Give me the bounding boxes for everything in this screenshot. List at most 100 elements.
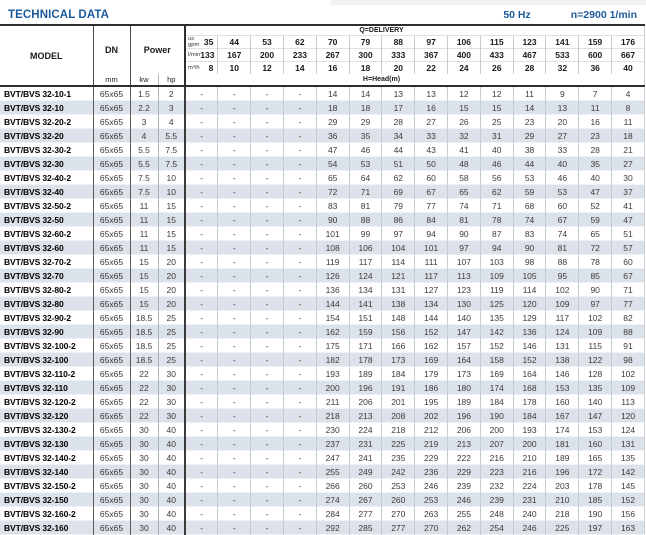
dn-cell: 65x65	[92, 128, 130, 143]
head-value-cell: 186	[414, 380, 448, 395]
head-value-cell: 77	[414, 198, 448, 213]
table-row: BVT/BVS 32-10 65x65 2.2 3- - - -18 18 17 16 15 15 14…	[0, 100, 645, 115]
head-value-cell: 117	[414, 268, 448, 283]
head-value-cell: 230	[315, 422, 350, 437]
head-value-cell: 189	[545, 450, 579, 465]
head-value-cell: 159	[348, 324, 382, 339]
dn-cell: 65x65	[92, 254, 130, 269]
head-value-cell: 60	[414, 170, 448, 185]
head-value-cell: 54	[315, 156, 350, 171]
head-value-cell: 254	[479, 520, 514, 535]
head-value-cell: -	[184, 506, 218, 521]
table-header: MODEL DN Power Q=DELIVERY us gpm 35 44 53 62 7…	[0, 25, 645, 87]
dn-cell: 65x65	[92, 156, 130, 171]
head-value-cell: 189	[348, 366, 382, 381]
delivery-value: 115	[479, 34, 514, 49]
head-value-cell: 52	[578, 198, 612, 213]
kw-cell: 7.5	[129, 170, 158, 185]
kw-cell: 18.5	[129, 352, 158, 367]
head-value-cell: -	[184, 296, 218, 311]
unit-first-cell: m³/h 8	[184, 61, 218, 75]
head-value-cell: 142	[611, 464, 645, 479]
head-value-cell: 90	[512, 240, 546, 255]
head-value-cell: 26	[447, 114, 481, 129]
kw-cell: 11	[129, 198, 158, 213]
head-value-cell: 32	[447, 128, 481, 143]
head-value-cell: 51	[611, 226, 645, 241]
head-value-cell: 99	[348, 226, 382, 241]
head-value-cell: -	[184, 408, 218, 423]
head-value-cell: 223	[479, 464, 514, 479]
dn-cell: 65x65	[92, 408, 130, 423]
model-cell: BVT/BVS 32-120	[4, 410, 69, 421]
head-value-cell: 102	[578, 310, 612, 325]
head-value-cell: 46	[545, 170, 579, 185]
head-value-cell: 106	[348, 240, 382, 255]
model-cell: BVT/BVS 32-70	[4, 270, 64, 281]
head-value-cell: 114	[512, 282, 546, 297]
head-value-cell: -	[282, 156, 317, 171]
head-value-cell: 277	[348, 506, 382, 521]
delivery-value: 32	[545, 61, 579, 75]
head-value-cell: 94	[479, 240, 514, 255]
model-cell: BVT/BVS 32-160	[4, 522, 69, 533]
delivery-value: 18	[348, 61, 382, 75]
head-value-cell: -	[282, 86, 317, 101]
head-value-cell: 262	[447, 520, 481, 535]
head-value-cell: -	[217, 156, 251, 171]
head-value-cell: 97	[381, 226, 415, 241]
head-value-cell: -	[217, 520, 251, 535]
lmin-unit-row: l/min 133 167 200 233 267 300 333 367 400 433 467 53…	[0, 48, 645, 62]
speed-label: n=2900 1/min	[570, 9, 637, 21]
head-value-cell: 162	[315, 324, 350, 339]
head-value-cell: 224	[348, 422, 382, 437]
head-value-cell: -	[282, 422, 317, 437]
head-value-cell: -	[282, 394, 317, 409]
head-value-cell: 248	[479, 506, 514, 521]
head-value-cell: 15	[479, 100, 514, 115]
head-value-cell: -	[282, 128, 317, 143]
head-value-cell: -	[250, 380, 284, 395]
head-value-cell: 60	[545, 198, 579, 213]
table-row: BVT/BVS 32-160-2 65x65 30 40- - - -284 277 270 26…	[0, 506, 645, 521]
head-value-cell: 172	[578, 464, 612, 479]
head-value-cell: 284	[315, 506, 350, 521]
head-value-cell: -	[217, 212, 251, 227]
head-value-cell: -	[217, 394, 251, 409]
spec-labels: 50 Hz n=2900 1/min	[503, 9, 640, 21]
delivery-value: 167	[217, 48, 251, 62]
head-value-cell: 138	[545, 352, 579, 367]
head-value-cell: -	[217, 142, 251, 157]
kw-cell: 30	[129, 422, 158, 437]
head-value-cell: 195	[414, 394, 448, 409]
dn-cell: 65x65	[92, 170, 130, 185]
model-cell: BVT/BVS 32-80-2	[4, 284, 71, 295]
hp-cell: 30	[157, 366, 186, 381]
dn-cell: 65x65	[92, 422, 130, 437]
delivery-value: 667	[611, 48, 645, 62]
head-value-cell: 74	[447, 198, 481, 213]
hp-cell: 25	[157, 352, 186, 367]
head-value-cell: -	[282, 114, 317, 129]
head-value-cell: 83	[315, 198, 350, 213]
head-value-cell: -	[184, 450, 218, 465]
head-value-cell: 266	[315, 478, 350, 493]
kw-cell: 15	[129, 268, 158, 283]
head-value-cell: 190	[578, 506, 612, 521]
table-row: BVT/BVS 32-20-2 65x65 3 4- - - -29 29 28 27 26 25 23…	[0, 114, 645, 129]
model-cell: BVT/BVS 32-100-2	[4, 340, 76, 351]
head-value-cell: 166	[381, 338, 415, 353]
model-cell: BVT/BVS 32-110-2	[4, 368, 76, 379]
head-value-cell: 231	[348, 436, 382, 451]
head-value-cell: -	[184, 86, 218, 101]
head-value-cell: 135	[578, 380, 612, 395]
table-row: BVT/BVS 32-50-2 65x65 11 15- - - -83 81 79 77 74 71…	[0, 198, 645, 213]
hp-cell: 15	[157, 212, 186, 227]
head-value-cell: 36	[315, 128, 350, 143]
delivery-value: 8	[208, 63, 214, 74]
head-value-cell: 67	[414, 184, 448, 199]
head-value-cell: 102	[611, 366, 645, 381]
head-value-cell: 156	[611, 506, 645, 521]
head-value-cell: 103	[479, 254, 514, 269]
